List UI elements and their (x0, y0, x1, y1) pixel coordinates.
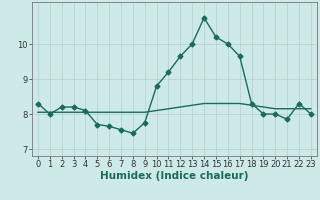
X-axis label: Humidex (Indice chaleur): Humidex (Indice chaleur) (100, 171, 249, 181)
